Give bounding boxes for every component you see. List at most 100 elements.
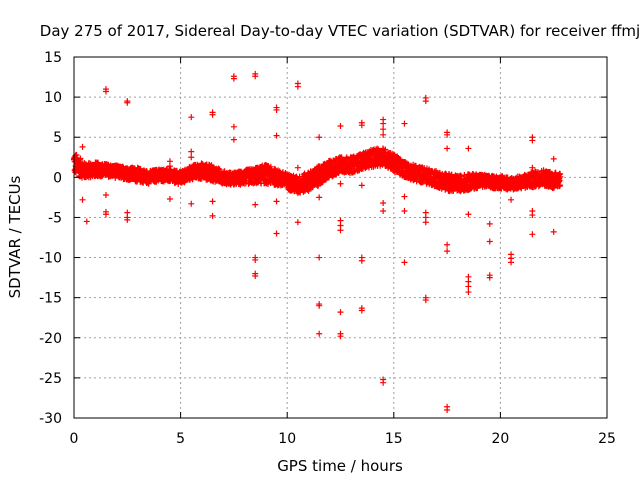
y-tick-label: 10 <box>44 90 62 106</box>
y-tick-label: -25 <box>39 371 62 387</box>
data-point <box>529 164 536 171</box>
y-tick-label: -10 <box>39 251 62 267</box>
data-point <box>337 309 344 316</box>
data-point <box>294 219 301 226</box>
data-point <box>529 212 536 219</box>
x-tick-label: 20 <box>491 431 509 447</box>
data-point <box>358 307 365 314</box>
data-point <box>444 131 451 138</box>
data-point <box>358 182 365 189</box>
data-point <box>401 208 408 215</box>
x-axis-label: GPS time / hours <box>277 457 403 475</box>
y-tick-label: -20 <box>39 331 62 347</box>
data-point <box>316 134 323 141</box>
data-point <box>358 122 365 129</box>
data-point <box>83 218 90 225</box>
data-point <box>486 274 493 281</box>
data-point <box>273 198 280 205</box>
data-point <box>380 126 387 133</box>
data-point <box>465 145 472 152</box>
data-point <box>422 219 429 226</box>
data-point <box>188 154 195 161</box>
data-points <box>70 70 564 413</box>
data-point <box>550 228 557 235</box>
data-point <box>296 173 303 180</box>
data-point <box>188 148 195 155</box>
data-point <box>380 379 387 386</box>
data-point <box>315 182 322 189</box>
data-point <box>556 182 563 189</box>
data-point <box>465 289 472 296</box>
data-point <box>422 98 429 105</box>
y-tick-label: 5 <box>53 130 62 146</box>
data-point <box>444 241 451 248</box>
y-tick-label: 0 <box>53 170 62 186</box>
data-point <box>316 254 323 261</box>
x-tick-label: 5 <box>176 431 185 447</box>
data-point <box>252 201 259 208</box>
data-point <box>382 146 389 153</box>
data-point <box>166 195 173 202</box>
data-point <box>166 163 173 170</box>
grid-lines <box>74 57 607 418</box>
data-point <box>550 155 557 162</box>
data-point <box>273 230 280 237</box>
data-point <box>465 211 472 218</box>
data-point <box>316 330 323 337</box>
data-point <box>209 111 216 118</box>
data-point <box>358 257 365 264</box>
data-point <box>422 297 429 304</box>
data-point <box>380 120 387 127</box>
data-point <box>252 73 259 80</box>
data-point <box>230 136 237 143</box>
data-point <box>79 196 86 203</box>
data-point <box>486 220 493 227</box>
data-point <box>508 259 515 266</box>
data-point <box>124 99 131 106</box>
data-point <box>337 227 344 234</box>
data-point <box>316 302 323 309</box>
data-point <box>188 200 195 207</box>
data-point <box>252 273 259 280</box>
y-tick-label: -5 <box>48 210 62 226</box>
data-point <box>102 208 109 215</box>
data-point <box>230 75 237 82</box>
data-point <box>380 131 387 138</box>
data-point <box>273 132 280 139</box>
data-point <box>79 143 86 150</box>
x-tick-label: 15 <box>385 431 403 447</box>
data-point <box>209 198 216 205</box>
x-tick-label: 10 <box>278 431 296 447</box>
data-point <box>102 191 109 198</box>
data-point <box>529 137 536 144</box>
data-point <box>273 106 280 113</box>
data-point <box>401 193 408 200</box>
data-point <box>508 196 515 203</box>
x-tick-label: 0 <box>70 431 79 447</box>
data-point <box>465 283 472 290</box>
y-axis-label: SDTVAR / TECUs <box>6 175 24 298</box>
data-point <box>337 122 344 129</box>
data-point <box>102 88 109 95</box>
data-point <box>77 155 84 162</box>
data-point <box>188 114 195 121</box>
data-point <box>337 180 344 187</box>
data-point <box>337 333 344 340</box>
plot-frame <box>73 56 608 419</box>
data-point <box>230 123 237 130</box>
data-point <box>316 194 323 201</box>
data-point <box>401 120 408 127</box>
chart-title: Day 275 of 2017, Sidereal Day-to-day VTE… <box>40 22 640 40</box>
data-point <box>401 259 408 266</box>
data-point <box>209 212 216 219</box>
data-point <box>124 214 131 221</box>
axis-ticks: 0 5 10 15 20 25 -30 -25 -20 -15 -10 -5 0 5 10 15 <box>39 50 616 447</box>
y-tick-label: 15 <box>44 50 62 66</box>
data-point <box>444 248 451 255</box>
data-point <box>252 256 259 263</box>
data-point <box>444 145 451 152</box>
data-point <box>529 231 536 238</box>
data-point <box>380 200 387 207</box>
data-point <box>294 164 301 171</box>
x-tick-label: 25 <box>598 431 616 447</box>
